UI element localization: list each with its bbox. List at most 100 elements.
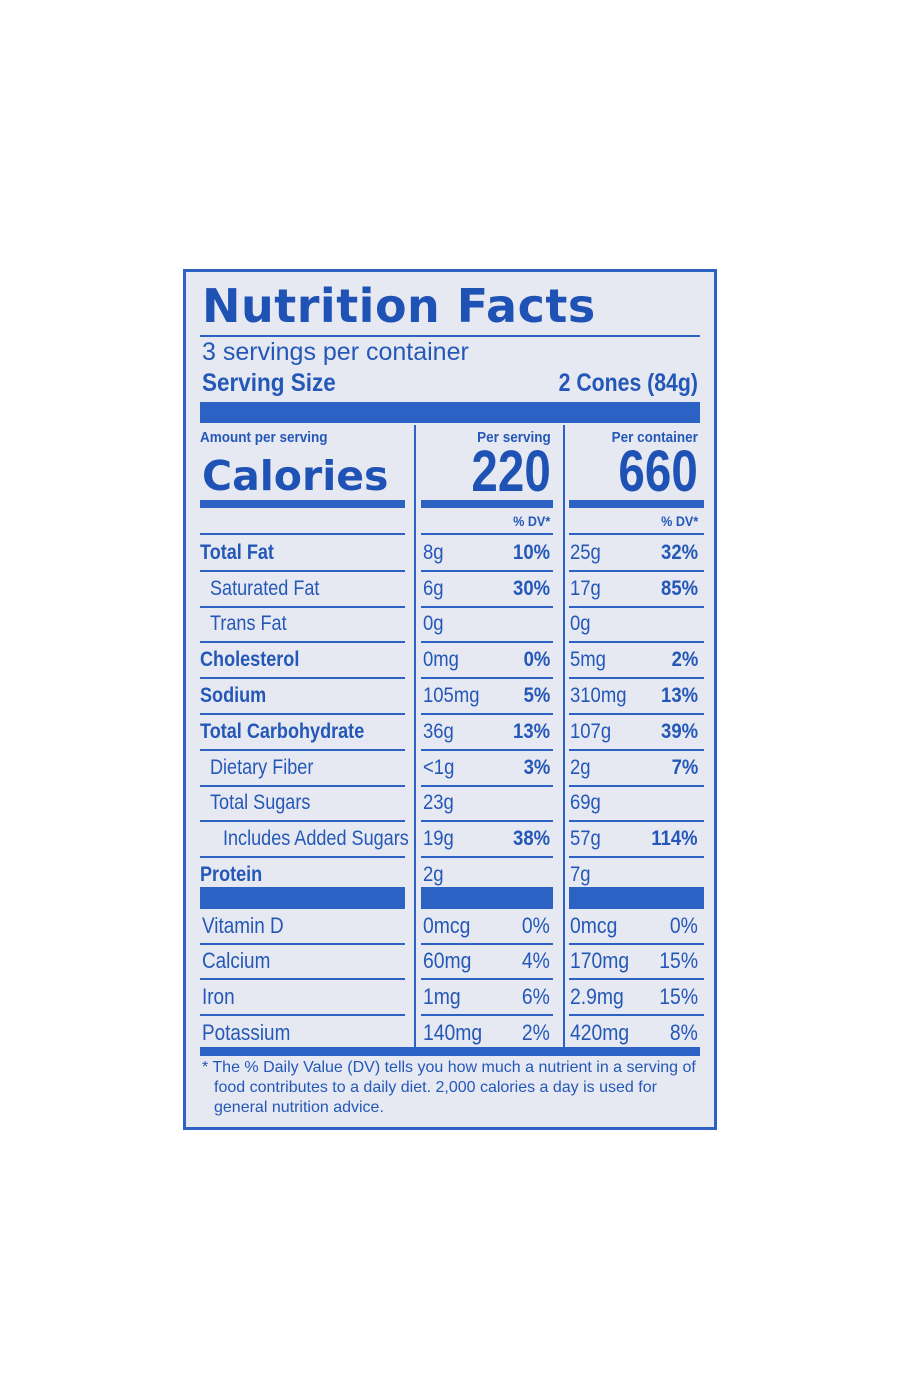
- dv-per-serving: 2%: [522, 1019, 550, 1045]
- amount-per-container: 310mg: [570, 684, 627, 708]
- nutrient-row: Cholesterol 0mg 0% 5mg 2%: [186, 642, 714, 680]
- nutrient-name: Saturated Fat: [210, 576, 320, 600]
- amount-per-serving: 60mg: [423, 948, 472, 974]
- footnote-body: The % Daily Value (DV) tells you how muc…: [212, 1059, 696, 1116]
- calories-bar-container: [569, 500, 704, 508]
- amount-per-serving: 1mg: [423, 983, 461, 1009]
- footnote: * The % Daily Value (DV) tells you how m…: [202, 1058, 702, 1118]
- row-rule: [421, 942, 553, 945]
- calories-label: Calories: [202, 452, 389, 500]
- column-divider-container: [563, 425, 565, 1055]
- dv-per-container: 15%: [659, 983, 698, 1009]
- serving-size-value: 2 Cones (84g): [558, 369, 698, 397]
- nutrition-facts-panel: Nutrition Facts 3 servings per container…: [183, 269, 717, 1130]
- amount-per-container: 107g: [570, 719, 612, 743]
- amount-per-serving: 0mg: [423, 648, 459, 672]
- amount-per-container: 57g: [570, 827, 601, 851]
- thick-bar-vitamins-container: [569, 887, 704, 909]
- calories-per-container: 660: [618, 439, 698, 504]
- row-rule: [200, 1013, 405, 1016]
- row-rule: [569, 942, 704, 945]
- dv-per-serving: 0%: [522, 912, 550, 938]
- amount-per-container: 170mg: [570, 948, 630, 974]
- dv-per-serving: 0%: [523, 648, 550, 672]
- dv-header-rule: [200, 533, 405, 535]
- amount-per-serving: 140mg: [423, 1019, 483, 1045]
- thick-bar-vitamins-serving: [421, 887, 553, 909]
- nutrient-row: Protein 2g 7g: [186, 857, 714, 893]
- row-rule: [569, 978, 704, 981]
- calories-bar-label: [200, 500, 405, 508]
- nutrient-name: Dietary Fiber: [210, 755, 314, 779]
- dv-per-container: 2%: [671, 648, 698, 672]
- row-rule: [569, 605, 704, 608]
- dv-per-container: 0%: [670, 912, 698, 938]
- row-rule: [421, 978, 553, 981]
- dv-per-serving: 5%: [523, 684, 550, 708]
- amount-per-serving: 19g: [423, 827, 454, 851]
- row-rule: [421, 784, 553, 787]
- row-rule: [569, 748, 704, 751]
- dv-per-serving: 6%: [522, 983, 550, 1009]
- dv-per-serving: 13%: [513, 719, 550, 743]
- amount-per-serving: 36g: [423, 719, 454, 743]
- row-rule: [569, 712, 704, 715]
- thick-bar-bottom: [200, 1047, 700, 1056]
- nutrient-name: Trans Fat: [210, 612, 287, 636]
- amount-per-serving: 6g: [423, 576, 444, 600]
- amount-per-container: 17g: [570, 576, 601, 600]
- panel-title: Nutrition Facts: [202, 279, 596, 333]
- dv-per-container: 7%: [671, 755, 698, 779]
- amount-per-container: 2g: [570, 755, 591, 779]
- vitamin-row: Calcium 60mg 4% 170mg 15%: [186, 944, 714, 981]
- row-rule: [200, 605, 405, 608]
- amount-per-container: 7g: [570, 863, 591, 887]
- dv-per-container: 85%: [661, 576, 698, 600]
- amount-per-serving: 23g: [423, 791, 454, 815]
- servings-per-container: 3 servings per container: [202, 338, 469, 366]
- row-rule: [569, 1013, 704, 1016]
- amount-per-container: 0g: [570, 612, 591, 636]
- vitamin-row: Iron 1mg 6% 2.9mg 15%: [186, 979, 714, 1016]
- dv-per-container: 114%: [651, 827, 698, 851]
- row-rule: [569, 641, 704, 644]
- dv-header-container: % DV*: [660, 513, 698, 529]
- amount-per-container: 420mg: [570, 1019, 630, 1045]
- dv-per-container: 13%: [661, 684, 698, 708]
- row-rule: [421, 748, 553, 751]
- amount-per-container: 2.9mg: [570, 983, 624, 1009]
- amount-per-container: 69g: [570, 791, 601, 815]
- dv-header-rule: [569, 533, 704, 535]
- dv-per-serving: 10%: [513, 540, 550, 564]
- dv-per-container: 8%: [670, 1019, 698, 1045]
- row-rule: [200, 784, 405, 787]
- amount-per-container: 5mg: [570, 648, 606, 672]
- row-rule: [569, 569, 704, 572]
- dv-per-serving: 30%: [513, 576, 550, 600]
- row-rule: [200, 677, 405, 680]
- dv-per-serving: 3%: [523, 755, 550, 779]
- row-rule: [200, 641, 405, 644]
- thick-bar-top: [200, 402, 700, 423]
- amount-per-serving: 105mg: [423, 684, 480, 708]
- nutrient-name: Total Fat: [200, 540, 274, 564]
- dv-header-rule: [421, 533, 553, 535]
- nutrient-name: Includes Added Sugars: [223, 827, 409, 851]
- thick-bar-vitamins-label: [200, 887, 405, 909]
- row-rule: [200, 712, 405, 715]
- row-rule: [200, 820, 405, 823]
- nutrient-row: Saturated Fat 6g 30% 17g 85%: [186, 571, 714, 608]
- dv-per-container: 15%: [659, 948, 698, 974]
- serving-size-label: Serving Size: [202, 369, 336, 397]
- nutrient-row: Total Carbohydrate 36g 13% 107g 39%: [186, 714, 714, 751]
- dv-per-serving: 4%: [522, 948, 550, 974]
- per-serving-header: Per serving: [477, 429, 551, 446]
- amount-per-serving: 0mcg: [423, 912, 471, 938]
- nutrient-name: Protein: [200, 863, 263, 887]
- row-rule: [421, 605, 553, 608]
- row-rule: [569, 856, 704, 859]
- nutrient-row: Total Fat 8g 10% 25g 32%: [186, 535, 714, 572]
- nutrient-row: Dietary Fiber <1g 3% 2g 7%: [186, 750, 714, 787]
- nutrient-name: Calcium: [202, 948, 271, 974]
- row-rule: [421, 569, 553, 572]
